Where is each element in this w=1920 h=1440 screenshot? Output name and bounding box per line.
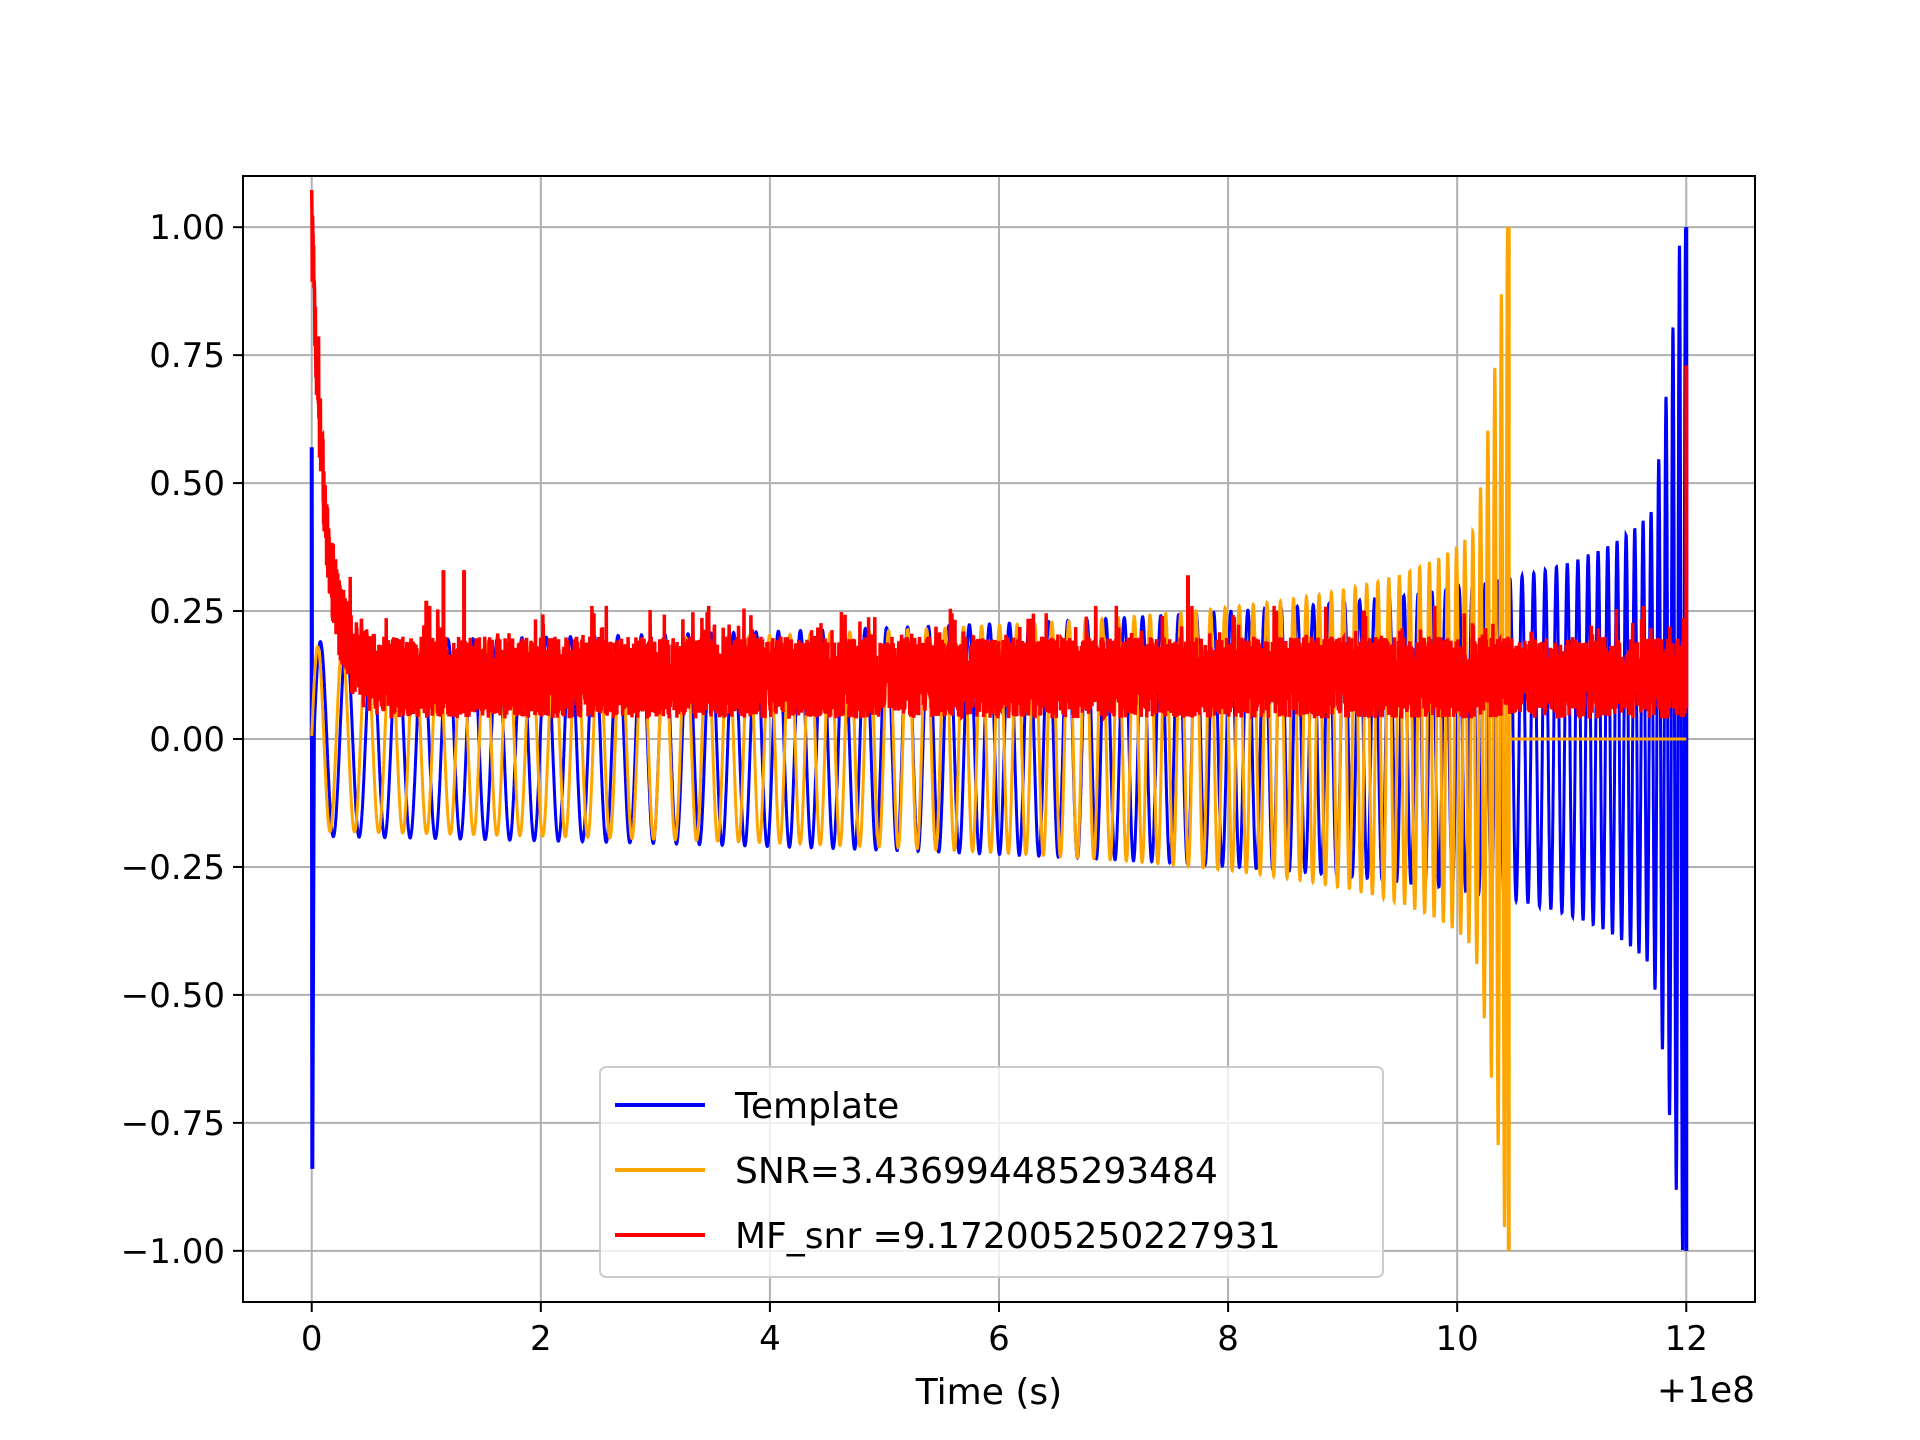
x-axis-label: Time (s): [915, 1372, 1062, 1413]
x-tick-label: 10: [1436, 1319, 1479, 1359]
y-tick-label: −0.50: [121, 976, 225, 1016]
y-tick-label: 0.25: [149, 592, 225, 632]
x-tick-label: 4: [759, 1319, 781, 1359]
y-tick-label: 0.75: [149, 336, 225, 376]
x-tick-label: 12: [1665, 1319, 1708, 1359]
template-initial-transient: [309, 447, 317, 1169]
legend-entry-label: Template: [734, 1086, 899, 1127]
x-axis-offset-label: +1e8: [1657, 1370, 1755, 1411]
series-mf-snr-line: [309, 189, 1689, 723]
y-tick-label: 1.00: [149, 208, 225, 248]
legend: Template SNR=3.436994485293484 MF_snr =9.1…: [599, 1066, 1384, 1278]
legend-entry-label: MF_snr =9.172005250227931: [735, 1216, 1281, 1257]
mf-snr-line: [309, 189, 1689, 723]
y-tick-label: −0.75: [121, 1104, 225, 1144]
x-tick-label: 6: [988, 1319, 1010, 1359]
y-tick-label: −1.00: [121, 1232, 225, 1272]
legend-box: [599, 1066, 1384, 1278]
y-tick-label: −0.25: [121, 848, 225, 888]
y-tick-label: 0.00: [149, 720, 225, 760]
x-tick-label: 8: [1217, 1319, 1239, 1359]
y-tick-label: 0.50: [149, 464, 225, 504]
x-tick-label: 0: [301, 1319, 323, 1359]
plot-area: [309, 189, 1689, 1251]
x-axis-ticks: 0 2 4 6 8 10 12: [301, 1302, 1708, 1359]
legend-entry-label: SNR=3.436994485293484: [735, 1151, 1218, 1192]
x-tick-label: 2: [530, 1319, 552, 1359]
y-axis-ticks: 1.00 0.75 0.50 0.25 0.00 −0.25 −0.50 −0.75 −1.00: [121, 208, 243, 1272]
